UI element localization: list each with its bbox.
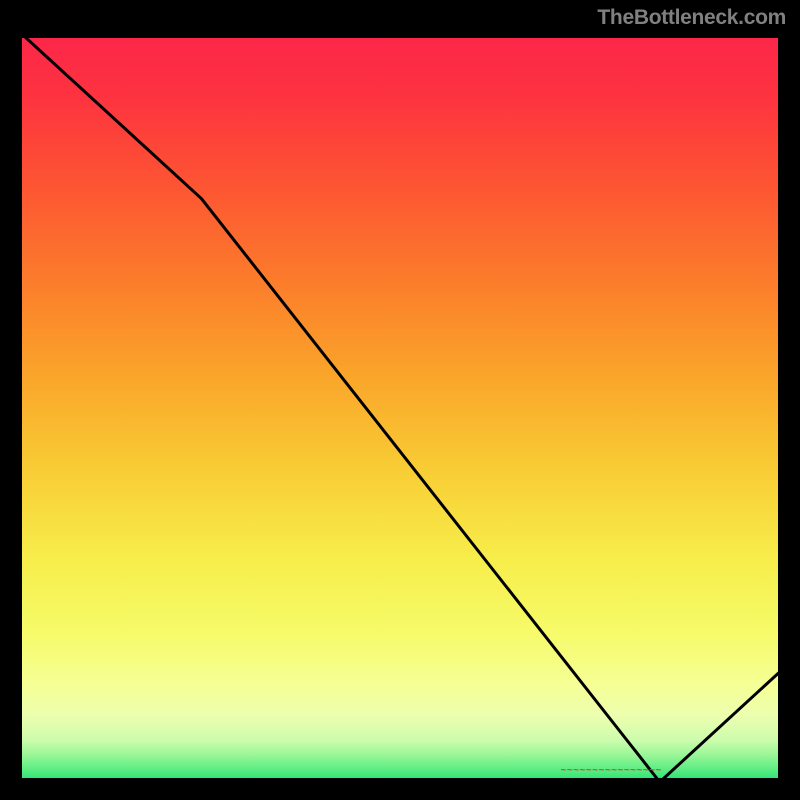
attribution-text: TheBottleneck.com [597,6,786,30]
chart-border [18,34,782,782]
chart-area: ~~~~~~~~~~~~~~~~ [18,34,782,782]
